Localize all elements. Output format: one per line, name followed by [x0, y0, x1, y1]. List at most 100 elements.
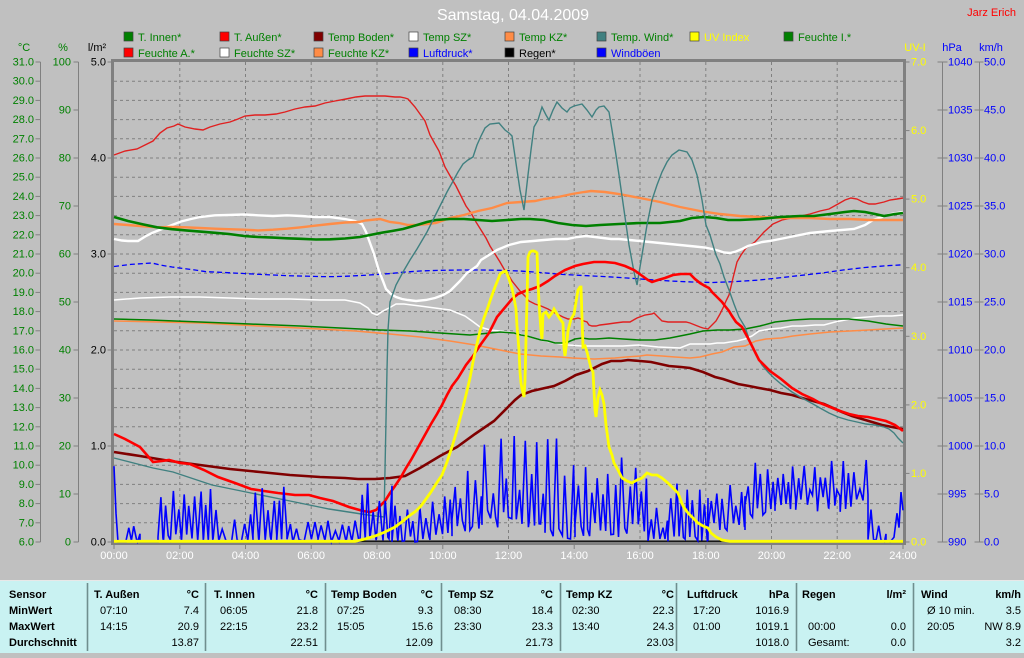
svg-text:7.4: 7.4	[184, 605, 199, 617]
svg-text:20.9: 20.9	[178, 621, 199, 633]
svg-text:45.0: 45.0	[984, 105, 1005, 117]
svg-text:1016.9: 1016.9	[755, 605, 789, 617]
svg-text:UV-I: UV-I	[904, 42, 925, 54]
svg-text:1030: 1030	[948, 153, 972, 165]
svg-text:21.0: 21.0	[13, 249, 34, 261]
svg-text:8.0: 8.0	[19, 498, 34, 510]
svg-text:7.0: 7.0	[19, 517, 34, 529]
svg-text:Jarz Erich: Jarz Erich	[967, 7, 1016, 19]
svg-text:30.0: 30.0	[13, 76, 34, 88]
svg-text:Gesamt:: Gesamt:	[808, 637, 850, 649]
svg-text:0.0: 0.0	[911, 537, 926, 549]
svg-text:9.3: 9.3	[418, 605, 433, 617]
svg-text:Temp KZ: Temp KZ	[566, 589, 613, 601]
svg-text:80: 80	[59, 153, 71, 165]
svg-text:22.0: 22.0	[13, 229, 34, 241]
svg-text:07:25: 07:25	[337, 605, 365, 617]
svg-text:31.0: 31.0	[13, 57, 34, 69]
svg-text:24:00: 24:00	[889, 550, 917, 562]
svg-text:Durchschnitt: Durchschnitt	[9, 637, 77, 649]
svg-text:12:00: 12:00	[495, 550, 523, 562]
svg-text:°C: °C	[18, 42, 30, 54]
svg-text:00:00: 00:00	[808, 621, 836, 633]
svg-text:1000: 1000	[948, 441, 972, 453]
svg-text:10.0: 10.0	[984, 441, 1005, 453]
svg-text:6.0: 6.0	[911, 125, 926, 137]
svg-text:MaxWert: MaxWert	[9, 621, 55, 633]
svg-text:Temp SZ: Temp SZ	[448, 589, 494, 601]
svg-text:22:00: 22:00	[823, 550, 851, 562]
svg-text:Temp. Wind*: Temp. Wind*	[611, 32, 674, 44]
svg-text:0.0: 0.0	[891, 637, 906, 649]
svg-text:15.6: 15.6	[412, 621, 433, 633]
svg-text:Feuchte KZ*: Feuchte KZ*	[328, 48, 390, 60]
svg-text:15:05: 15:05	[337, 621, 365, 633]
svg-text:13:40: 13:40	[572, 621, 600, 633]
svg-text:22.51: 22.51	[290, 637, 318, 649]
svg-text:Ø 10 min.: Ø 10 min.	[927, 605, 975, 617]
svg-text:990: 990	[948, 537, 966, 549]
svg-text:13.0: 13.0	[13, 402, 34, 414]
svg-text:km/h: km/h	[995, 589, 1021, 601]
svg-text:10.0: 10.0	[13, 460, 34, 472]
svg-text:1005: 1005	[948, 393, 972, 405]
svg-text:1025: 1025	[948, 201, 972, 213]
svg-text:19.0: 19.0	[13, 287, 34, 299]
svg-text:3.0: 3.0	[91, 249, 106, 261]
svg-text:25.0: 25.0	[13, 172, 34, 184]
svg-text:02:30: 02:30	[572, 605, 600, 617]
svg-text:30: 30	[59, 393, 71, 405]
svg-text:12.09: 12.09	[405, 637, 433, 649]
svg-text:23.0: 23.0	[13, 210, 34, 222]
svg-text:1040: 1040	[948, 57, 972, 69]
svg-text:18.0: 18.0	[13, 306, 34, 318]
svg-text:Luftdruck: Luftdruck	[687, 589, 739, 601]
svg-text:l/m²: l/m²	[886, 589, 906, 601]
svg-text:1010: 1010	[948, 345, 972, 357]
svg-text:20.0: 20.0	[984, 345, 1005, 357]
svg-text:00:00: 00:00	[100, 550, 128, 562]
svg-text:Temp SZ*: Temp SZ*	[423, 32, 472, 44]
svg-text:14:00: 14:00	[560, 550, 588, 562]
svg-text:10: 10	[59, 489, 71, 501]
svg-text:04:00: 04:00	[232, 550, 260, 562]
svg-text:23.3: 23.3	[532, 621, 553, 633]
svg-text:11.0: 11.0	[13, 441, 34, 453]
svg-text:1018.0: 1018.0	[755, 637, 789, 649]
svg-text:T. Außen*: T. Außen*	[234, 32, 282, 44]
svg-text:l/m²: l/m²	[88, 42, 107, 54]
svg-text:2.0: 2.0	[91, 345, 106, 357]
svg-text:22.3: 22.3	[653, 605, 674, 617]
svg-text:18.4: 18.4	[532, 605, 553, 617]
svg-text:1019.1: 1019.1	[755, 621, 789, 633]
svg-text:MinWert: MinWert	[9, 605, 53, 617]
svg-text:4.0: 4.0	[91, 153, 106, 165]
svg-text:21.73: 21.73	[525, 637, 553, 649]
svg-text:16.0: 16.0	[13, 345, 34, 357]
svg-text:Temp Boden: Temp Boden	[331, 589, 397, 601]
svg-text:995: 995	[948, 489, 966, 501]
svg-text:0.0: 0.0	[984, 537, 999, 549]
svg-text:UV Index: UV Index	[704, 32, 750, 44]
svg-text:14:15: 14:15	[100, 621, 128, 633]
svg-text:40: 40	[59, 345, 71, 357]
svg-text:Sensor: Sensor	[9, 589, 47, 601]
svg-text:T. Außen: T. Außen	[94, 589, 140, 601]
svg-text:21.8: 21.8	[297, 605, 318, 617]
svg-text:0.0: 0.0	[891, 621, 906, 633]
svg-text:3.2: 3.2	[1006, 637, 1021, 649]
svg-text:°C: °C	[662, 589, 674, 601]
svg-text:1.0: 1.0	[911, 468, 926, 480]
svg-text:5.0: 5.0	[911, 194, 926, 206]
svg-text:Feuchte A.*: Feuchte A.*	[138, 48, 196, 60]
svg-text:90: 90	[59, 105, 71, 117]
svg-text:20.0: 20.0	[13, 268, 34, 280]
svg-text:17.0: 17.0	[13, 325, 34, 337]
svg-text:15.0: 15.0	[13, 364, 34, 376]
svg-text:29.0: 29.0	[13, 95, 34, 107]
svg-text:13.87: 13.87	[171, 637, 199, 649]
svg-text:01:00: 01:00	[693, 621, 721, 633]
svg-text:60: 60	[59, 249, 71, 261]
svg-text:%: %	[58, 42, 68, 54]
svg-text:km/h: km/h	[979, 42, 1003, 54]
